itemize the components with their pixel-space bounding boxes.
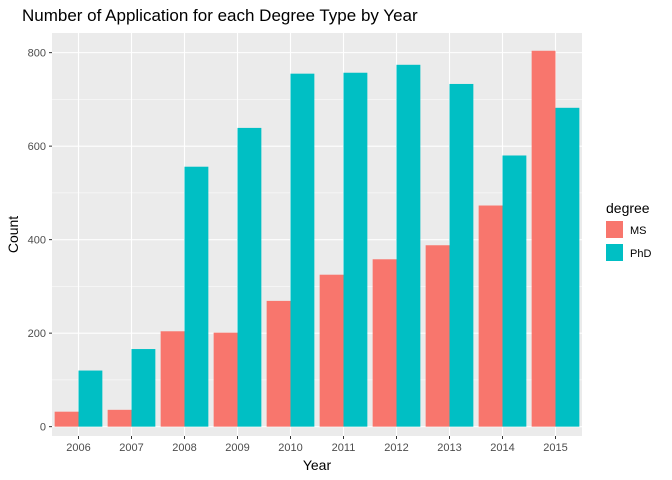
bar-ms bbox=[372, 259, 397, 427]
bar-ms bbox=[266, 300, 291, 427]
chart-title: Number of Application for each Degree Ty… bbox=[22, 6, 418, 25]
legend-swatch-ms bbox=[606, 221, 623, 238]
bar-phd bbox=[78, 370, 103, 427]
y-tick-label: 600 bbox=[28, 141, 46, 153]
y-tick-label: 200 bbox=[28, 328, 46, 340]
bar-phd bbox=[502, 155, 527, 427]
bars bbox=[54, 50, 580, 427]
x-tick-label: 2010 bbox=[278, 442, 302, 454]
x-tick-label: 2012 bbox=[384, 442, 408, 454]
y-tick-label: 0 bbox=[40, 422, 46, 434]
y-tick-label: 800 bbox=[28, 48, 46, 60]
x-tick-label: 2014 bbox=[490, 442, 514, 454]
x-tick-label: 2011 bbox=[332, 442, 356, 454]
x-tick-label: 2015 bbox=[543, 442, 567, 454]
x-tick-label: 2009 bbox=[225, 442, 249, 454]
bar-ms bbox=[107, 409, 132, 427]
bar-ms bbox=[425, 245, 450, 427]
x-tick-label: 2013 bbox=[437, 442, 461, 454]
bar-ms bbox=[478, 205, 503, 427]
bar-phd bbox=[237, 127, 262, 427]
bar-phd bbox=[449, 83, 474, 427]
bar-ms bbox=[213, 332, 238, 427]
bar-ms bbox=[319, 274, 344, 427]
legend: degree MS PhD bbox=[606, 200, 651, 261]
legend-swatch-phd bbox=[606, 244, 623, 261]
y-axis: 0 200 400 600 800 bbox=[28, 48, 52, 434]
bar-phd bbox=[555, 107, 580, 427]
bar-phd bbox=[131, 349, 156, 427]
x-axis-title: Year bbox=[303, 457, 332, 473]
x-tick-label: 2006 bbox=[66, 442, 90, 454]
x-tick-label: 2008 bbox=[172, 442, 196, 454]
bar-ms bbox=[160, 331, 185, 427]
legend-label-phd: PhD bbox=[630, 248, 651, 260]
bar-phd bbox=[184, 166, 209, 427]
bar-phd bbox=[343, 72, 368, 427]
bar-phd bbox=[396, 64, 421, 427]
bar-phd bbox=[290, 73, 315, 427]
x-tick-label: 2007 bbox=[119, 442, 143, 454]
y-tick-label: 400 bbox=[28, 235, 46, 247]
bar-ms bbox=[54, 411, 79, 427]
legend-label-ms: MS bbox=[630, 225, 647, 237]
y-axis-title: Count bbox=[5, 216, 21, 253]
bar-ms bbox=[531, 50, 556, 427]
legend-title: degree bbox=[606, 200, 650, 216]
x-axis: 2006 2007 2008 2009 2010 2011 2012 2013 2014 2015 bbox=[66, 436, 568, 454]
